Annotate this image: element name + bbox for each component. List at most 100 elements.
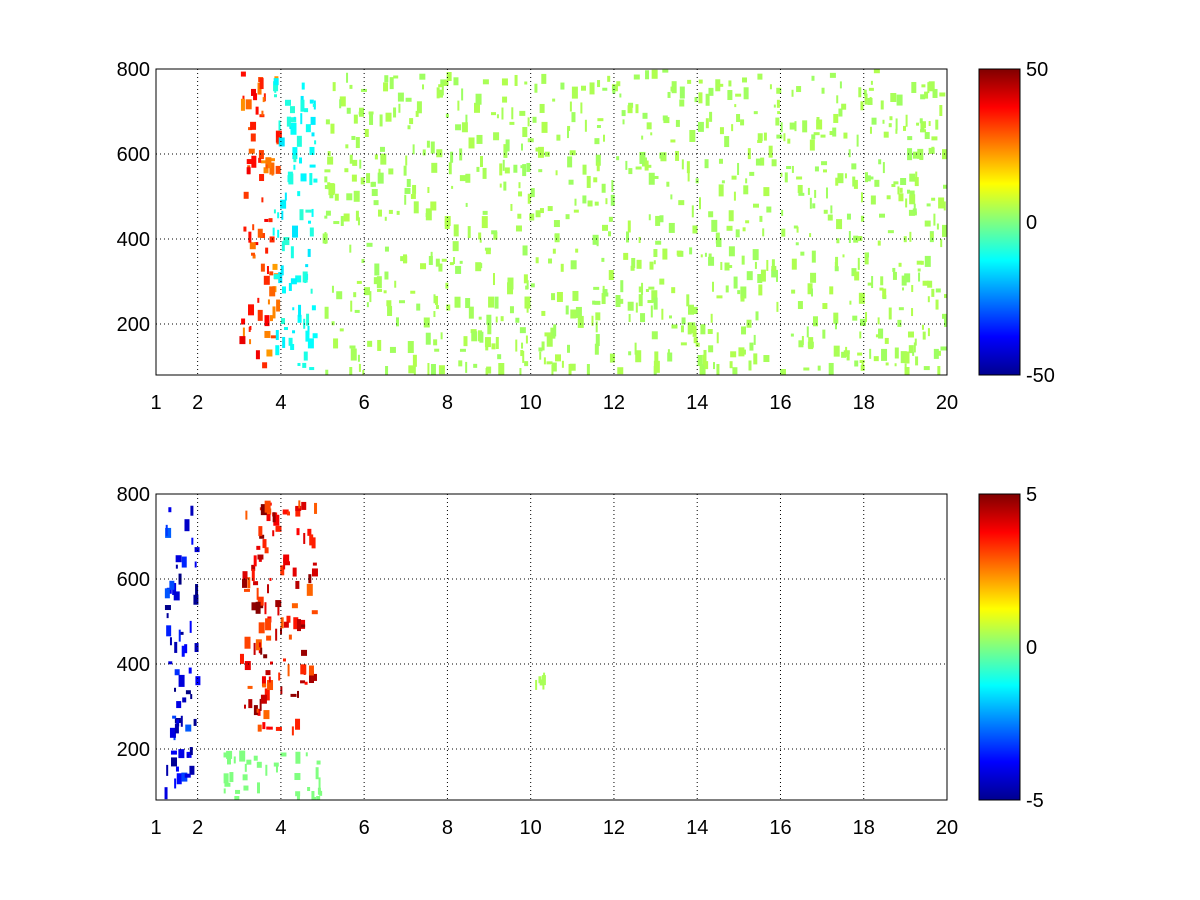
heatmap-cell [344,168,349,173]
heatmap-cell [349,244,352,253]
heatmap-cell [515,339,518,352]
heatmap-cell [653,175,659,179]
heatmap-cell [939,105,943,117]
heatmap-cell [793,225,798,229]
heatmap-cell [290,246,294,259]
heatmap-cell [859,331,862,339]
heatmap-cell [314,140,317,145]
heatmap-cell [551,365,554,375]
heatmap-cell [406,179,411,188]
heatmap-cell [880,276,884,286]
heatmap-cell [627,105,633,114]
heatmap-cell [386,300,392,307]
heatmap-cell [556,291,563,302]
heatmap-cell [535,147,541,152]
heatmap-cell [303,532,306,544]
heatmap-cell [305,330,310,342]
heatmap-cell [478,316,482,320]
heatmap-cell [438,84,443,88]
heatmap-cell [809,233,812,238]
heatmap-cell [811,288,814,297]
heatmap-cell [927,328,930,337]
heatmap-cell [924,220,931,227]
heatmap-cell [311,132,315,137]
heatmap-cell [423,317,430,328]
heatmap-cell [529,213,535,221]
heatmap-cell [327,151,331,157]
heatmap-cell [273,94,277,98]
heatmap-cell [476,134,483,144]
heatmap-cell [416,101,422,114]
heatmap-cell [532,116,537,123]
heatmap-cell [846,350,850,361]
heatmap-cell [757,73,763,80]
heatmap-cell [172,715,177,719]
heatmap-cell [174,641,178,653]
heatmap-cell [181,772,188,782]
heatmap-cell [169,580,175,590]
y-tick-label: 200 [117,739,150,761]
heatmap-cell [441,83,444,96]
heatmap-cell [834,266,839,272]
heatmap-cell [275,763,278,773]
heatmap-cell [816,116,820,124]
heatmap-cell [860,101,864,111]
heatmap-cell [594,138,600,145]
heatmap-cell [518,191,523,197]
heatmap-cell [943,201,946,211]
heatmap-cell [892,271,897,280]
heatmap-cell [718,184,724,197]
heatmap-cell [904,363,907,370]
heatmap-cell [944,294,947,299]
heatmap-cell [368,111,374,115]
heatmap-cell [922,331,926,340]
heatmap-cell [369,112,374,125]
heatmap-cell [490,112,496,116]
heatmap-cell [288,173,294,185]
heatmap-cell [577,315,584,328]
heatmap-cell [364,128,369,137]
heatmap-cell [930,233,934,238]
heatmap-cell [882,288,887,298]
heatmap-cell [249,242,256,250]
heatmap-cell [425,208,432,221]
heatmap-cell [926,203,931,207]
heatmap-cell [880,100,884,110]
heatmap-cell [193,594,199,605]
heatmap-cell [546,335,553,347]
heatmap-cell [514,74,518,86]
heatmap-cell [882,162,885,174]
heatmap-cell [297,191,301,197]
heatmap-cell [290,122,297,135]
heatmap-cell [422,149,426,156]
heatmap-cell [491,230,498,235]
heatmap-cell [737,290,741,295]
heatmap-cell [639,151,646,164]
heatmap-cell [269,271,274,276]
heatmap-cell [316,760,321,765]
heatmap-cell [306,313,310,326]
heatmap-cell [260,160,267,164]
heatmap-cell [763,355,770,363]
heatmap-cell [413,366,416,375]
heatmap-cell [869,126,872,134]
heatmap-cell [807,283,813,295]
heatmap-cell [716,295,723,299]
heatmap-cell [798,340,804,348]
heatmap-cell [775,117,780,126]
heatmap-cell [258,642,261,648]
heatmap-cell [650,305,653,318]
heatmap-cell [584,119,587,132]
heatmap-cell [412,354,417,367]
x-tick-label: 2 [192,392,203,414]
heatmap-cell [552,98,556,102]
heatmap-cell [275,600,282,608]
heatmap-cell [935,288,941,293]
grid-lines-top [156,69,947,375]
heatmap-cell [689,322,696,334]
heatmap-cell [431,162,438,173]
heatmap-cell [809,197,812,209]
heatmap-cell [568,364,572,375]
heatmap-cell [704,361,709,370]
